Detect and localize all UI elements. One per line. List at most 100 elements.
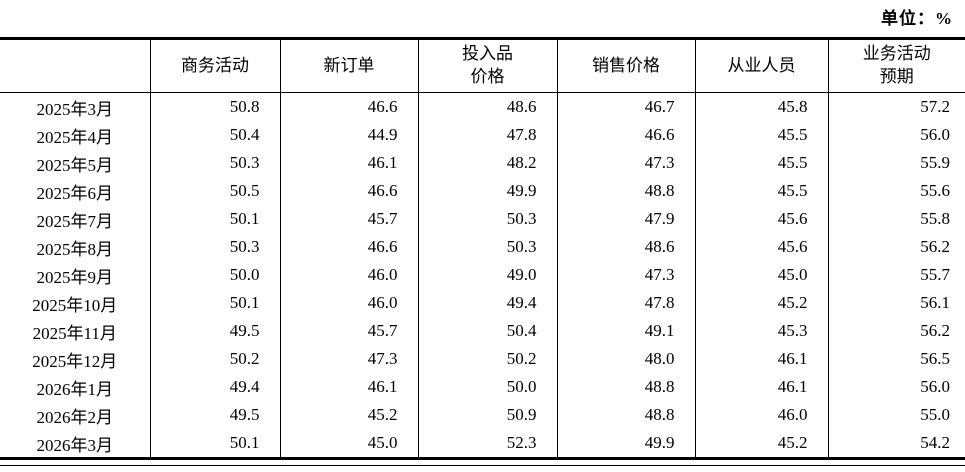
value-cell: 45.6 [694,233,828,261]
table-header: 商务活动 新订单 投入品 价格 销售价格 从业人员 业务活动 预期 [0,38,965,93]
column-header: 销售价格 [556,38,695,93]
value-cell: 46.7 [556,92,695,121]
value-cell: 50.4 [149,121,280,149]
value-cell: 47.3 [279,345,418,373]
table-row: 2025年8月 50.3 46.6 50.3 48.6 45.6 56.2 [0,233,965,261]
table-row: 2026年1月 49.4 46.1 50.0 48.8 46.1 56.0 [0,373,965,401]
value-cell: 50.1 [149,205,280,233]
value-cell: 45.8 [694,92,828,121]
value-cell: 46.0 [279,261,418,289]
value-cell: 48.2 [417,149,557,177]
value-cell: 50.0 [417,373,557,401]
column-header: 新订单 [279,38,418,93]
value-cell: 57.2 [827,92,965,121]
column-header: 从业人员 [694,38,828,93]
table-bottom-rule [0,465,965,466]
table-row: 2026年2月 49.5 45.2 50.9 48.8 46.0 55.0 [0,401,965,429]
value-cell: 45.2 [279,401,418,429]
value-cell: 45.7 [279,205,418,233]
value-cell: 47.8 [417,121,557,149]
table-row: 2025年12月 50.2 47.3 50.2 48.0 46.1 56.5 [0,345,965,373]
value-cell: 48.8 [556,401,695,429]
value-cell: 48.6 [417,92,557,121]
value-cell: 49.5 [149,401,280,429]
value-cell: 45.5 [694,121,828,149]
value-cell: 49.9 [556,429,695,459]
row-month: 2025年11月 [32,323,117,343]
table-row: 2025年4月 50.4 44.9 47.8 46.6 45.5 56.0 [0,121,965,149]
value-cell: 48.8 [556,177,695,205]
value-cell: 46.0 [279,289,418,317]
table-row: 2025年11月 49.5 45.7 50.4 49.1 45.3 56.2 [0,317,965,345]
value-cell: 50.3 [149,233,280,261]
table-row: 2025年9月 50.0 46.0 49.0 47.3 45.0 55.7 [0,261,965,289]
value-cell: 50.2 [149,345,280,373]
value-cell: 50.3 [417,205,557,233]
value-cell: 55.0 [827,401,965,429]
value-cell: 45.0 [279,429,418,459]
value-cell: 45.2 [694,429,828,459]
value-cell: 50.3 [417,233,557,261]
value-cell: 46.1 [279,149,418,177]
value-cell: 56.2 [827,317,965,345]
value-cell: 50.5 [149,177,280,205]
row-month: 2025年3月 [36,99,114,119]
value-cell: 49.5 [149,317,280,345]
value-cell: 48.0 [556,345,695,373]
value-cell: 48.6 [556,233,695,261]
value-cell: 55.9 [827,149,965,177]
value-cell: 47.3 [556,261,695,289]
row-month: 2026年3月 [36,435,114,455]
value-cell: 45.7 [279,317,418,345]
value-cell: 50.1 [149,429,280,459]
table-row: 2025年3月 50.8 46.6 48.6 46.7 45.8 57.2 [0,92,965,121]
value-cell: 50.0 [149,261,280,289]
table-row: 2025年5月 50.3 46.1 48.2 47.3 45.5 55.9 [0,149,965,177]
value-cell: 50.8 [149,92,280,121]
value-cell: 55.6 [827,177,965,205]
value-cell: 56.0 [827,121,965,149]
row-month: 2025年9月 [36,267,114,287]
row-month: 2025年10月 [32,295,118,315]
table-body: 2025年3月 50.8 46.6 48.6 46.7 45.8 57.2 2025年4月 50… [0,92,965,459]
row-month: 2025年5月 [36,155,114,175]
value-cell: 46.1 [279,373,418,401]
value-cell: 47.9 [556,205,695,233]
column-header: 业务活动 预期 [827,38,965,93]
value-cell: 50.1 [149,289,280,317]
value-cell: 45.0 [694,261,828,289]
value-cell: 56.2 [827,233,965,261]
table-row: 2025年10月 50.1 46.0 49.4 47.8 45.2 56.1 [0,289,965,317]
row-month: 2026年2月 [36,407,114,427]
pmi-indices-table: 商务活动 新订单 投入品 价格 销售价格 从业人员 业务活动 预期 2025年3月 50.8… [0,37,965,460]
row-month: 2026年1月 [36,379,114,399]
table-row: 2025年6月 50.5 46.6 49.9 48.8 45.5 55.6 [0,177,965,205]
table-row: 2026年3月 50.1 45.0 52.3 49.9 45.2 54.2 [0,429,965,459]
column-header-blank [0,38,150,93]
value-cell: 49.0 [417,261,557,289]
column-header: 商务活动 [149,38,280,93]
value-cell: 45.5 [694,149,828,177]
row-month: 2025年7月 [36,211,114,231]
table-header-row: 商务活动 新订单 投入品 价格 销售价格 从业人员 业务活动 预期 [0,38,965,93]
value-cell: 49.4 [149,373,280,401]
value-cell: 45.5 [694,177,828,205]
value-cell: 50.9 [417,401,557,429]
value-cell: 47.3 [556,149,695,177]
value-cell: 45.3 [694,317,828,345]
value-cell: 49.1 [556,317,695,345]
table-row: 2025年7月 50.1 45.7 50.3 47.9 45.6 55.8 [0,205,965,233]
value-cell: 46.6 [279,233,418,261]
value-cell: 56.5 [827,345,965,373]
value-cell: 56.0 [827,373,965,401]
value-cell: 54.2 [827,429,965,459]
value-cell: 46.6 [556,121,695,149]
value-cell: 56.1 [827,289,965,317]
row-month: 2025年4月 [36,127,114,147]
value-cell: 44.9 [279,121,418,149]
value-cell: 46.1 [694,345,828,373]
value-cell: 47.8 [556,289,695,317]
column-header: 投入品 价格 [417,38,557,93]
row-month: 2025年12月 [32,351,118,371]
